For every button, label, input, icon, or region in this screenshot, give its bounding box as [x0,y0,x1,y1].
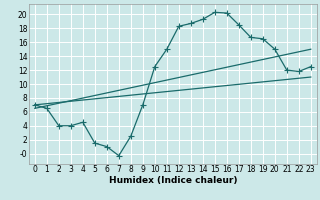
X-axis label: Humidex (Indice chaleur): Humidex (Indice chaleur) [108,176,237,185]
